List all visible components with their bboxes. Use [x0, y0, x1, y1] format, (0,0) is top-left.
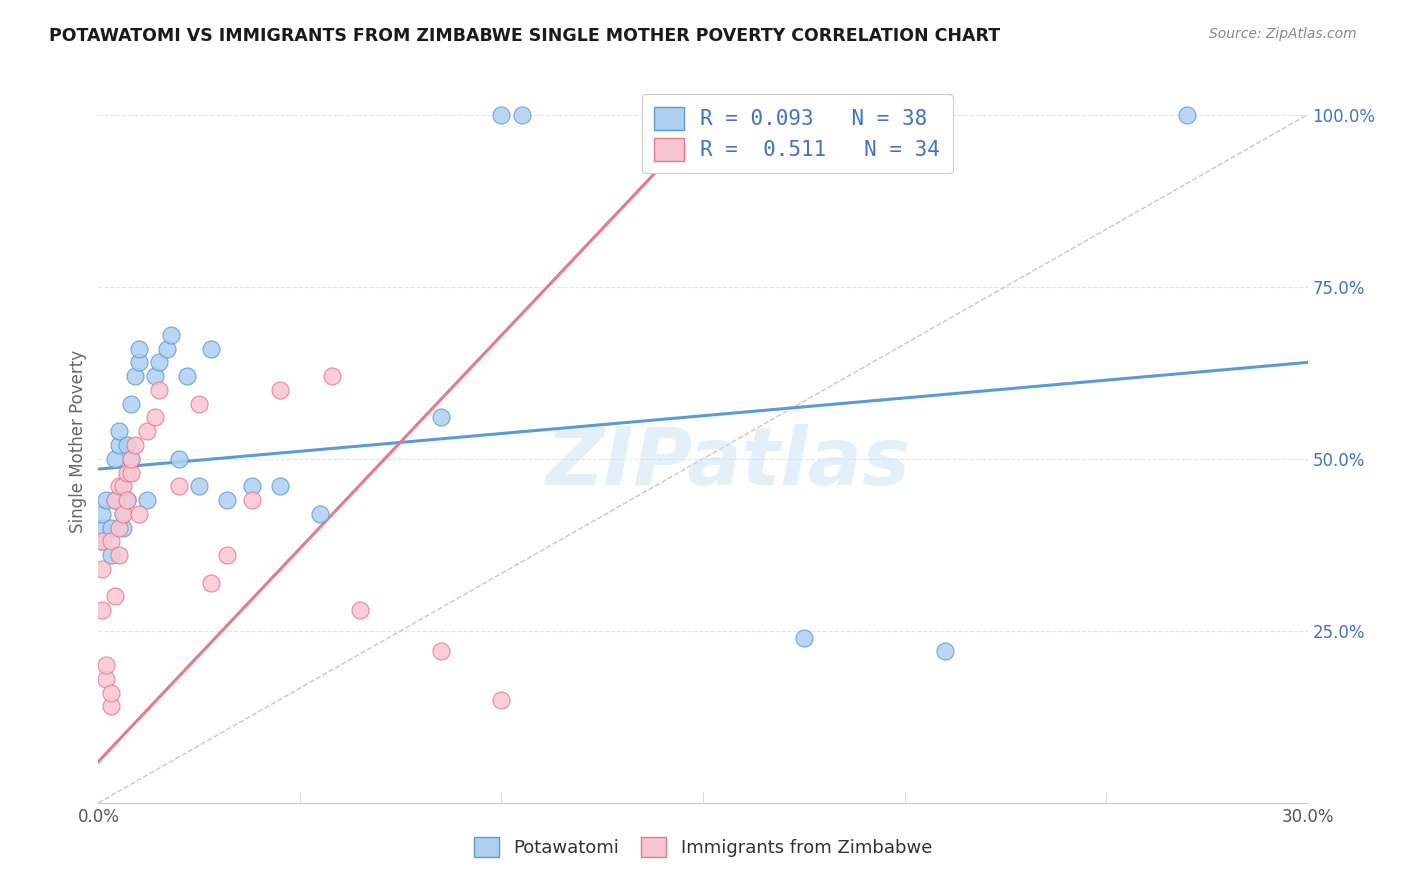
Point [156, 342, 179, 356]
Point [91, 534, 114, 549]
Point [96, 493, 118, 508]
Point [160, 327, 183, 342]
Point [120, 451, 142, 466]
Point [115, 493, 138, 508]
Point [510, 108, 533, 122]
Point [96, 672, 118, 686]
Point [107, 438, 129, 452]
Point [115, 493, 138, 508]
Point [143, 369, 166, 384]
Point [91, 507, 114, 521]
Point [430, 644, 453, 658]
Text: Source: ZipAtlas.com: Source: ZipAtlas.com [1209, 27, 1357, 41]
Point [124, 438, 146, 452]
Point [269, 479, 291, 493]
Point [103, 590, 125, 604]
Point [240, 493, 263, 508]
Y-axis label: Single Mother Poverty: Single Mother Poverty [69, 350, 87, 533]
Point [103, 493, 125, 508]
Point [269, 383, 291, 397]
Point [111, 520, 134, 534]
Point [128, 507, 150, 521]
Point [107, 548, 129, 562]
Point [115, 438, 138, 452]
Point [100, 534, 122, 549]
Point [167, 479, 190, 493]
Point [96, 658, 118, 673]
Point [349, 603, 371, 617]
Point [430, 410, 453, 425]
Point [115, 466, 138, 480]
Point [128, 342, 150, 356]
Point [188, 397, 211, 411]
Point [491, 108, 513, 122]
Point [124, 369, 146, 384]
Point [100, 686, 122, 700]
Text: POTAWATOMI VS IMMIGRANTS FROM ZIMBABWE SINGLE MOTHER POVERTY CORRELATION CHART: POTAWATOMI VS IMMIGRANTS FROM ZIMBABWE S… [49, 27, 1000, 45]
Point [120, 451, 142, 466]
Point [143, 410, 166, 425]
Point [107, 424, 129, 438]
Point [240, 479, 263, 493]
Point [100, 520, 122, 534]
Point [1175, 108, 1198, 122]
Point [120, 466, 142, 480]
Point [167, 451, 190, 466]
Point [793, 631, 815, 645]
Legend: Potawatomi, Immigrants from Zimbabwe: Potawatomi, Immigrants from Zimbabwe [465, 828, 941, 866]
Point [135, 424, 157, 438]
Point [188, 479, 211, 493]
Point [107, 479, 129, 493]
Text: ZIPatlas: ZIPatlas [544, 425, 910, 502]
Point [120, 397, 142, 411]
Point [934, 644, 956, 658]
Point [176, 369, 198, 384]
Point [111, 507, 134, 521]
Point [111, 507, 134, 521]
Point [91, 520, 114, 534]
Point [217, 548, 239, 562]
Point [135, 493, 157, 508]
Point [200, 342, 222, 356]
Point [128, 355, 150, 369]
Point [111, 479, 134, 493]
Point [103, 493, 125, 508]
Point [217, 493, 239, 508]
Point [148, 355, 170, 369]
Point [103, 451, 125, 466]
Point [91, 562, 114, 576]
Point [309, 507, 332, 521]
Point [91, 534, 114, 549]
Point [100, 548, 122, 562]
Point [321, 369, 343, 384]
Point [100, 699, 122, 714]
Point [200, 575, 222, 590]
Point [148, 383, 170, 397]
Point [91, 603, 114, 617]
Point [491, 692, 513, 706]
Point [107, 520, 129, 534]
